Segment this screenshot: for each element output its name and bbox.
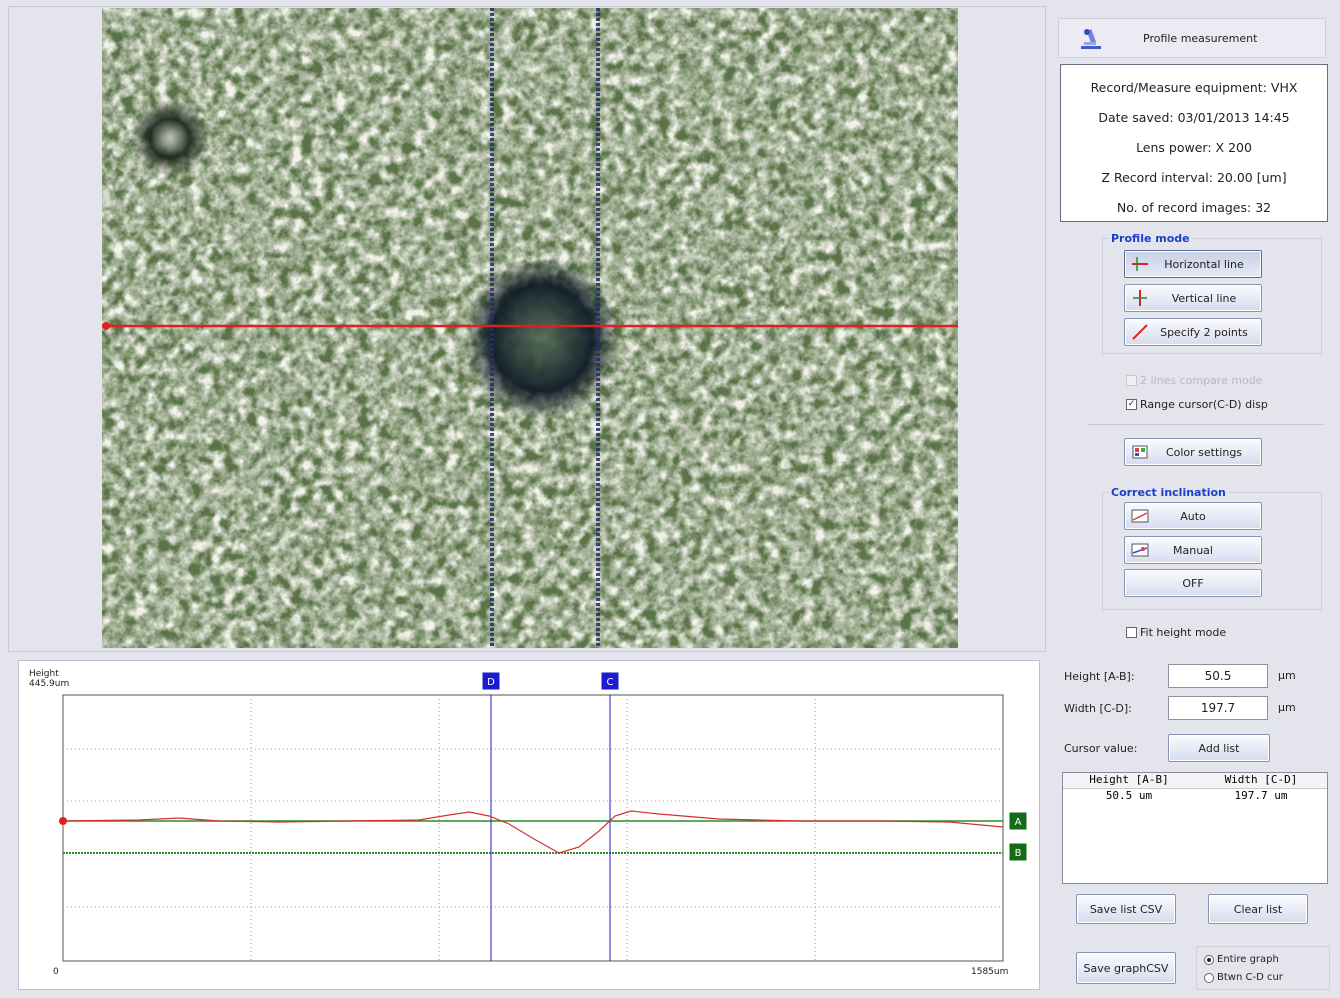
list-cell-width: 197.7 um [1234,789,1288,802]
microscope-icon [1081,29,1101,49]
width-unit: µm [1278,701,1296,714]
panel-title: Profile measurement [1143,31,1258,45]
info-z-interval: Z Record interval: 20.00 [um] [1101,170,1287,185]
width-value-field[interactable]: 197.7 [1168,696,1268,720]
vertical-line-button[interactable]: Vertical line [1124,284,1262,312]
measurement-panel: Height [A-B]: 50.5 µm Width [C-D]: 197.7… [1050,656,1334,994]
svg-text:C: C [607,677,614,688]
between-cursors-radio[interactable]: Btwn C-D cur [1204,972,1283,983]
separator [1088,424,1324,425]
add-list-button[interactable]: Add list [1168,734,1270,762]
csv-range-group [1196,946,1330,990]
list-item[interactable]: 50.5 um 197.7 um [1063,789,1327,804]
fit-height-checkbox[interactable]: Fit height mode [1126,626,1226,639]
cursor-b-tag[interactable]: B [1008,842,1028,862]
diagonal-line-icon [1132,324,1148,340]
graph-y-max: 445.9um [29,679,70,689]
profile-graph[interactable]: D C A B [19,661,1041,991]
profile-start-point [59,817,67,825]
manual-inclination-button[interactable]: Manual [1124,536,1262,564]
profile-mode-group: Profile mode [1102,232,1322,354]
auto-inclination-button[interactable]: Auto [1124,502,1262,530]
profile-graph-panel: Height 445.9um 0 1585um [18,660,1040,990]
clear-list-button[interactable]: Clear list [1208,894,1308,924]
svg-text:B: B [1015,848,1022,859]
off-inclination-button[interactable]: OFF [1124,569,1262,597]
color-settings-button[interactable]: Color settings [1124,438,1262,466]
height-value-field[interactable]: 50.5 [1168,664,1268,688]
two-lines-compare-box[interactable] [1126,375,1137,386]
info-record-images: No. of record images: 32 [1116,200,1272,215]
list-header-width: Width [C-D] [1224,773,1298,786]
width-label: Width [C-D]: [1064,702,1132,715]
control-panel: Profile measurement Record/Measure equip… [1050,6,1334,652]
fit-height-box[interactable] [1126,627,1137,638]
height-unit: µm [1278,669,1296,682]
vertical-line-icon [1133,290,1147,306]
info-date-saved: Date saved: 03/01/2013 14:45 [1098,110,1290,125]
grid [63,695,1003,961]
info-lens-power: Lens power: X 200 [1136,140,1252,155]
cursor-c-tag[interactable]: C [600,671,620,691]
graph-y-label: Height [29,669,59,679]
cursor-d-tag[interactable]: D [481,671,501,691]
correct-inclination-title: Correct inclination [1109,486,1228,499]
info-equipment: Record/Measure equipment: VHX [1090,80,1298,95]
list-header: Height [A-B] Width [C-D] [1063,773,1327,789]
height-label: Height [A-B]: [1064,670,1135,683]
list-header-height: Height [A-B] [1089,773,1169,786]
correct-inclination-group: Correct inclination [1102,486,1322,610]
microscope-image[interactable] [102,8,958,648]
svg-text:A: A [1015,817,1022,828]
svg-text:D: D [487,677,495,688]
save-list-csv-button[interactable]: Save list CSV [1076,894,1176,924]
cursor-a-tag[interactable]: A [1008,811,1028,831]
auto-inclination-icon [1131,509,1149,523]
save-graph-csv-button[interactable]: Save graphCSV [1076,952,1176,984]
horizontal-line-button[interactable]: Horizontal line [1124,250,1262,278]
cursor-value-label: Cursor value: [1064,742,1138,755]
graph-x-min: 0 [53,967,59,977]
panel-header: Profile measurement [1058,18,1326,58]
profile-mode-title: Profile mode [1109,232,1192,245]
range-cursor-box[interactable]: ✓ [1126,399,1137,410]
surface-texture [102,8,958,648]
measurement-list[interactable]: Height [A-B] Width [C-D] 50.5 um 197.7 u… [1062,772,1328,884]
list-cell-height: 50.5 um [1105,789,1153,802]
manual-inclination-icon [1131,543,1149,557]
profile-line-handle[interactable] [102,322,110,330]
graph-x-max: 1585um [971,967,1009,977]
record-info-box: Record/Measure equipment: VHX Date saved… [1060,64,1328,222]
specify-2-points-button[interactable]: Specify 2 points [1124,318,1262,346]
profile-curve [62,810,1004,854]
horizontal-line-icon [1132,257,1148,271]
between-cursors-radio-dot[interactable] [1204,972,1214,983]
two-lines-compare-checkbox[interactable]: 2 lines compare mode [1126,374,1263,387]
entire-graph-radio[interactable]: Entire graph [1204,954,1279,965]
plot-frame [62,694,1004,962]
palette-icon [1132,445,1148,459]
range-cursor-checkbox[interactable]: ✓ Range cursor(C-D) disp [1126,398,1268,411]
entire-graph-radio-dot[interactable] [1204,954,1214,965]
